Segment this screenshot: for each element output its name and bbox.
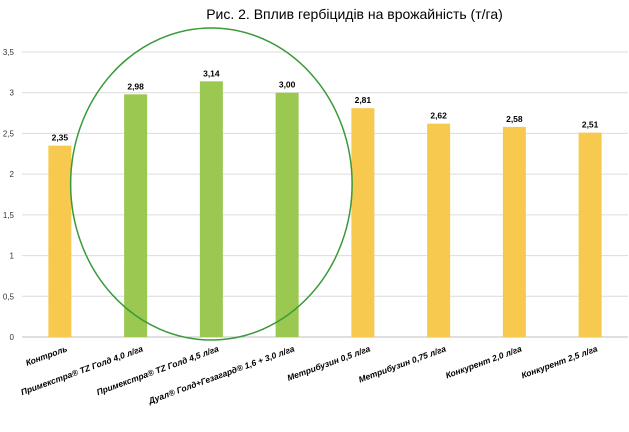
data-label: 2,81	[355, 95, 372, 105]
bar	[199, 81, 223, 337]
data-label: 2,98	[127, 81, 144, 91]
data-labels: 2,35 2,98 3,14 3,00 2,81 2,62 2,58 2,51	[52, 68, 599, 142]
y-tick-label: 3	[10, 89, 15, 98]
bar	[275, 92, 299, 337]
bar	[351, 108, 375, 337]
data-label: 2,51	[582, 120, 599, 130]
data-label: 2,35	[52, 133, 69, 143]
x-tick-label: Метрибузин 0,75 л/га	[357, 343, 447, 384]
chart-title: Рис. 2. Вплив гербіцидів на врожайність …	[206, 6, 503, 22]
x-tick-label: Контроль	[24, 343, 68, 367]
gridlines	[22, 51, 628, 338]
y-tick-label: 0,5	[3, 292, 15, 301]
x-tick-label: Примекстра® TZ Голд 4,0 л/га	[19, 343, 144, 397]
x-tick-label: Конкурент 2,0 л/га	[444, 343, 523, 380]
highlight-ellipse	[69, 27, 353, 341]
bar	[124, 94, 148, 337]
y-tick-label: 1,5	[3, 211, 15, 220]
bar	[502, 126, 526, 338]
x-tick-label: Примекстра® TZ Голд 4,5 л/га	[95, 343, 220, 397]
y-tick-label: 3,5	[3, 48, 15, 57]
bar	[427, 123, 451, 338]
y-axis-ticks: 0 0,5 1 1,5 2 2,5 3 3,5	[3, 48, 15, 342]
data-label: 2,58	[506, 114, 523, 124]
annotation-layer	[69, 27, 353, 341]
y-tick-label: 0	[10, 333, 15, 342]
bars	[48, 81, 602, 338]
data-label: 3,00	[279, 80, 296, 90]
y-tick-label: 2,5	[3, 129, 15, 138]
bar	[578, 132, 602, 337]
data-label: 2,62	[430, 111, 447, 121]
y-tick-label: 1	[10, 252, 15, 261]
x-tick-label: Дуал® Голд+Гезагард® 1,6 + 3,0 л/га	[146, 343, 296, 406]
y-tick-label: 2	[10, 170, 15, 179]
data-label: 3,14	[203, 68, 220, 78]
bar	[48, 145, 72, 337]
x-tick-label: Конкурент 2,5 л/га	[520, 343, 599, 380]
